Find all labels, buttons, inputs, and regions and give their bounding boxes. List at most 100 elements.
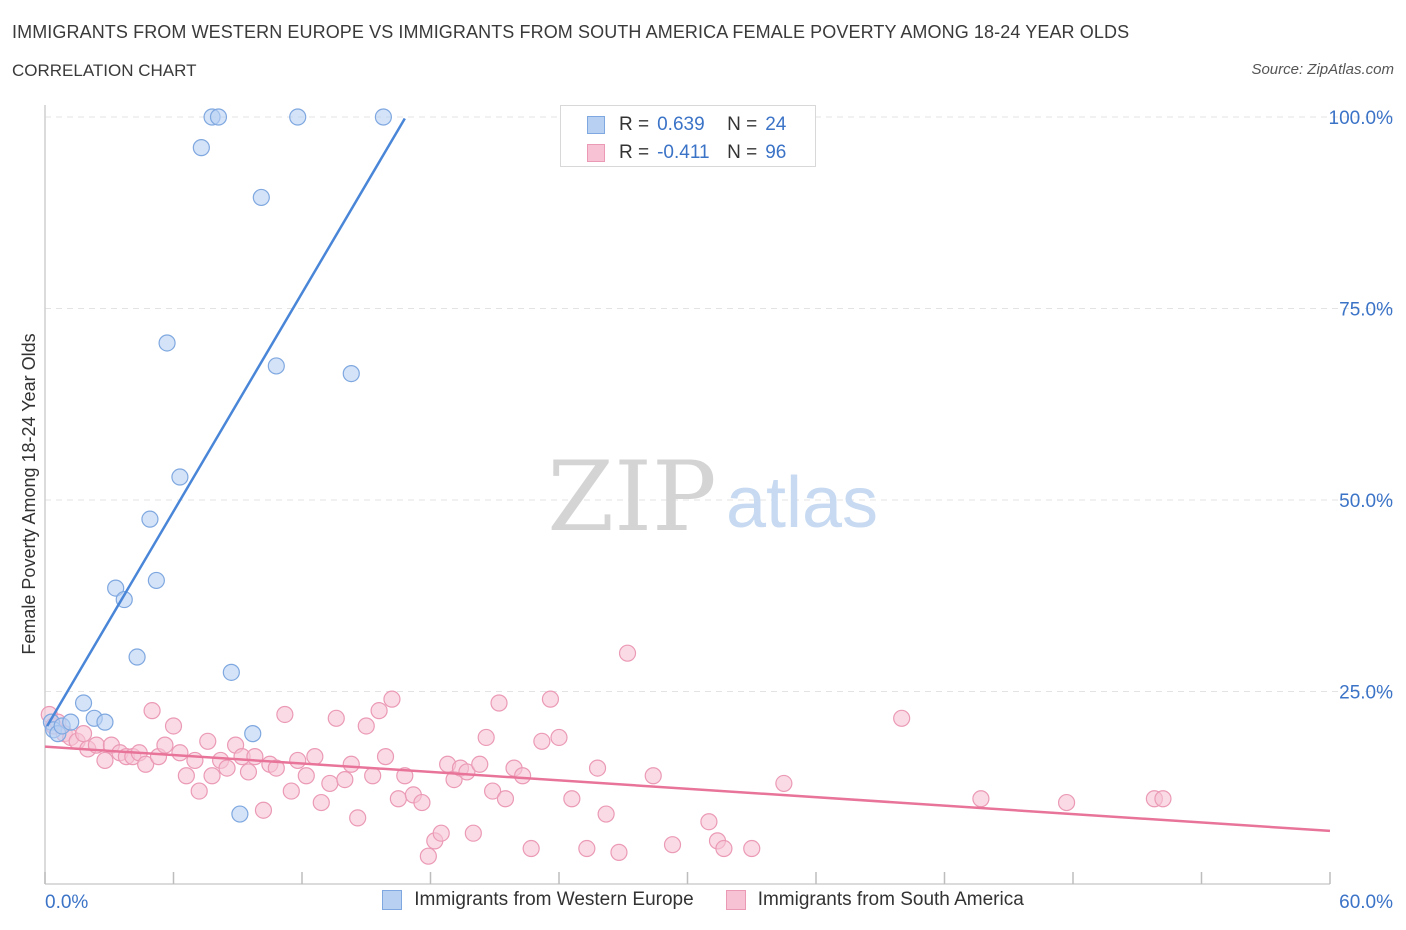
point-south-america	[246, 748, 264, 766]
point-south-america	[171, 744, 189, 762]
point-south-america	[349, 809, 367, 827]
point-south-america	[306, 748, 324, 766]
point-south-america	[254, 801, 273, 819]
point-western-europe	[374, 108, 392, 126]
point-south-america	[563, 790, 581, 808]
legend-swatch-western-europe	[382, 890, 403, 910]
point-south-america	[972, 790, 990, 808]
point-western-europe	[141, 510, 159, 528]
watermark-zip: ZIP	[547, 441, 716, 553]
point-south-america	[143, 702, 161, 720]
point-south-america	[644, 767, 662, 785]
y-axis-label: Female Poverty Among 18-24 Year Olds	[19, 333, 39, 654]
point-western-europe	[267, 357, 285, 375]
series-legend: Immigrants from Western Europe Immigrant…	[0, 889, 1406, 911]
trend-lines	[44, 117, 1331, 833]
point-south-america	[389, 790, 407, 808]
point-south-america	[164, 717, 183, 735]
point-south-america	[610, 843, 628, 861]
r-label: R =	[619, 114, 650, 135]
axes	[44, 105, 1331, 885]
point-south-america	[578, 839, 596, 858]
r-label: R =	[619, 142, 650, 163]
point-western-europe	[231, 805, 249, 823]
r-value: 0.639	[657, 114, 705, 135]
point-south-america	[419, 847, 437, 865]
point-western-europe	[74, 694, 93, 712]
point-south-america	[396, 767, 414, 785]
point-western-europe	[158, 334, 176, 352]
point-south-america	[464, 824, 482, 842]
n-label: N =	[727, 142, 758, 163]
point-south-america	[715, 839, 733, 858]
legend-swatch-south-america	[725, 890, 746, 910]
legend-label-south-america: Immigrants from South America	[757, 889, 1024, 910]
n-value: 24	[765, 114, 787, 135]
point-south-america	[533, 732, 551, 750]
chart-subtitle: CORRELATION CHART	[12, 61, 197, 80]
point-south-america	[458, 763, 476, 781]
point-south-america	[513, 767, 532, 785]
n-value: 96	[765, 142, 787, 163]
point-south-america	[413, 793, 431, 812]
point-south-america	[74, 725, 93, 743]
point-western-europe	[342, 365, 360, 383]
point-south-america	[297, 767, 315, 785]
watermark-atlas: atlas	[726, 463, 878, 543]
axis-labels: 100.0% 75.0% 50.0% 25.0% 0.0% 60.0%	[45, 108, 1393, 913]
stats-row-south-america: R = -0.411 N = 96	[587, 141, 786, 165]
point-south-america	[190, 782, 208, 800]
point-south-america	[743, 839, 761, 858]
r-value: -0.411	[657, 142, 710, 163]
point-south-america	[496, 790, 515, 808]
y-tick-label: 25.0%	[1339, 683, 1393, 704]
legend-item-western-europe[interactable]: Immigrants from Western Europe	[382, 889, 694, 911]
point-western-europe	[192, 139, 210, 157]
y-tick-label: 100.0%	[1329, 108, 1394, 129]
point-south-america	[471, 755, 489, 773]
point-south-america	[199, 732, 217, 750]
point-western-europe	[289, 108, 307, 126]
point-south-america	[663, 836, 682, 854]
point-south-america	[357, 717, 375, 735]
trend-line-western-europe	[46, 117, 406, 727]
point-south-america	[597, 805, 615, 823]
point-south-america	[376, 748, 395, 766]
point-south-america	[490, 694, 508, 712]
stats-legend: R = 0.639 N = 24 R = -0.411 N = 96	[560, 105, 816, 167]
grid-lines	[45, 116, 1395, 692]
point-south-america	[522, 839, 540, 858]
point-south-america	[186, 751, 204, 770]
point-south-america	[588, 759, 607, 777]
point-south-america	[177, 767, 195, 785]
point-south-america	[282, 782, 300, 800]
stats-swatch-western-europe	[587, 116, 605, 134]
point-western-europe	[147, 571, 165, 590]
point-south-america	[336, 770, 354, 789]
stats-swatch-south-america	[587, 144, 605, 162]
point-south-america	[618, 644, 637, 662]
point-south-america	[1057, 793, 1076, 812]
point-western-europe	[171, 468, 189, 486]
point-south-america	[276, 705, 294, 724]
point-south-america	[370, 702, 388, 720]
point-south-america	[321, 774, 339, 793]
point-south-america	[364, 767, 382, 785]
source-credit: Source: ZipAtlas.com	[1251, 61, 1394, 78]
point-western-europe	[252, 188, 270, 207]
point-western-europe	[62, 713, 80, 731]
point-western-europe	[107, 579, 125, 597]
n-label: N =	[727, 114, 758, 135]
y-tick-label: 50.0%	[1339, 491, 1393, 512]
point-south-america	[203, 767, 221, 785]
point-south-america	[137, 755, 155, 773]
point-south-america	[267, 759, 285, 777]
point-south-america	[477, 728, 495, 747]
legend-item-south-america[interactable]: Immigrants from South America	[725, 889, 1024, 911]
point-south-america	[312, 793, 330, 812]
data-points	[40, 108, 1172, 865]
chart-title: IMMIGRANTS FROM WESTERN EUROPE VS IMMIGR…	[12, 22, 1130, 42]
point-south-america	[156, 736, 174, 754]
point-south-america	[218, 759, 236, 777]
